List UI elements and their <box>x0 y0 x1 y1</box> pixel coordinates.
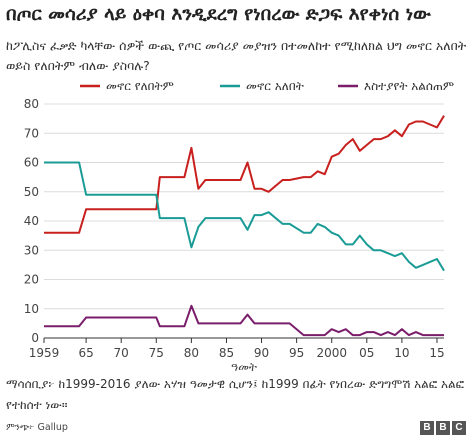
series-lines <box>44 115 445 337</box>
grid-lines <box>44 103 444 310</box>
series-line <box>44 304 444 337</box>
bbc-logo: B B C <box>420 421 466 435</box>
y-tick-label: 0 <box>31 331 39 345</box>
legend-label: መኖር አለበት <box>246 79 304 93</box>
x-tick-label: 90 <box>254 346 269 360</box>
x-tick-label: 10 <box>394 346 409 360</box>
chart-note: ማሳሰቢያ፦ ከ1999-2016 ያለው አሃዝ ዓመታዊ ሲሆን፤ ከ199… <box>6 377 465 412</box>
y-tick-label: 50 <box>24 185 39 199</box>
x-tick-label: 05 <box>359 346 374 360</box>
x-tick-label: 65 <box>78 346 93 360</box>
line-chart: 0 10 20 30 40 50 60 70 80 1959 65 70 75 80 85 90 95 2000 0… <box>24 79 454 372</box>
x-tick-label: 2000 <box>316 346 347 360</box>
x-tick-label: 15 <box>429 346 444 360</box>
y-tick-label: 40 <box>24 214 39 228</box>
series-line <box>44 115 445 234</box>
series-line <box>44 161 445 272</box>
legend-label: እስተያየት አልሰጠም <box>364 79 454 93</box>
y-tick-label: 10 <box>24 302 39 316</box>
x-tick-label: 95 <box>289 346 304 360</box>
logo-letter: B <box>436 421 450 435</box>
x-tick-label: 80 <box>184 346 199 360</box>
chart-subtitle: ከፖሊስና ፈቃድ ካላቸው ሰዎች ውጪ የጦር መሳሪያ መያዝን በተመለ… <box>6 38 467 73</box>
x-tick-label: 75 <box>149 346 164 360</box>
legend: መኖር የለበትም መኖር አለበት እስተያየት አልሰጠም <box>80 79 454 93</box>
chart-title: በጦር መሳሪያ ላይ ዕቀባ እንዲደረግ የነበረው ድጋፍ እየቀነሰ ነ… <box>6 4 431 25</box>
source-label: ምንጭ፦ Gallup <box>6 422 68 433</box>
x-axis-label: ዓመት <box>231 360 257 372</box>
y-tick-label: 60 <box>24 156 39 170</box>
logo-letter: B <box>420 421 434 435</box>
x-tick-label: 70 <box>114 346 129 360</box>
y-tick-label: 70 <box>24 126 39 140</box>
y-tick-label: 30 <box>24 243 39 257</box>
x-tick-label: 1959 <box>29 346 60 360</box>
y-tick-label: 80 <box>24 97 39 111</box>
y-tick-label: 20 <box>24 273 39 287</box>
logo-letter: C <box>452 421 466 435</box>
x-tick-label: 85 <box>219 346 234 360</box>
axes: 0 10 20 30 40 50 60 70 80 1959 65 70 75 80 85 90 95 2000 0… <box>24 97 445 372</box>
legend-label: መኖር የለበትም <box>106 79 174 93</box>
